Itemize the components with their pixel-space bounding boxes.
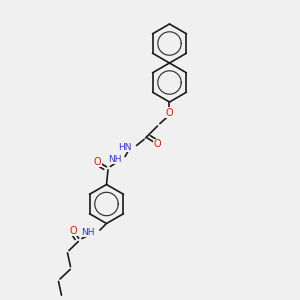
Text: NH: NH xyxy=(108,154,122,164)
Text: O: O xyxy=(94,157,101,167)
Text: O: O xyxy=(166,107,173,118)
Text: NH: NH xyxy=(81,228,94,237)
Text: O: O xyxy=(70,226,77,236)
Text: O: O xyxy=(154,139,161,149)
Text: HN: HN xyxy=(118,142,132,152)
